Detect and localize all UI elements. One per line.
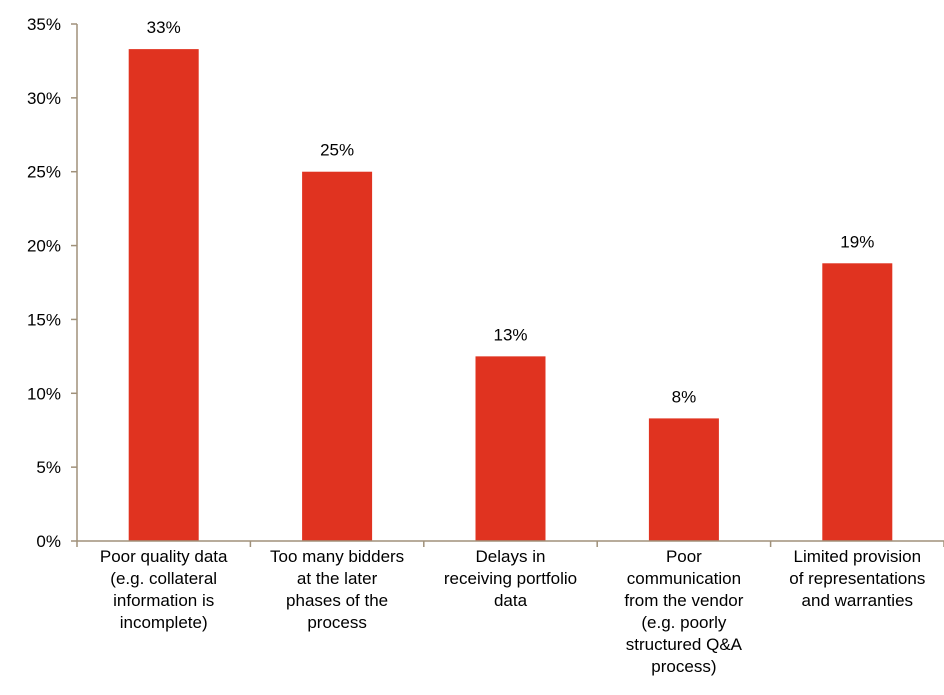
category-label: Poor quality data (e.g. collateral informa… — [100, 547, 228, 632]
category-label-line: data — [494, 591, 528, 610]
bar — [128, 49, 199, 542]
category-label-line: Limited provision — [794, 547, 922, 566]
y-tick-label: 15% — [27, 310, 61, 329]
bar — [822, 263, 893, 541]
category-label-line: communication — [627, 569, 741, 588]
x-axis: Poor quality data (e.g. collateral informa… — [76, 540, 944, 676]
y-tick-label: 0% — [36, 532, 61, 551]
category-label-line: at the later — [297, 569, 378, 588]
data-label: 13% — [493, 325, 527, 344]
bar — [475, 356, 546, 541]
category-label: Limited provision of representations and w… — [789, 547, 925, 610]
category-label-line: receiving portfolio — [444, 569, 577, 588]
category-label-line: Poor — [666, 547, 702, 566]
data-label: 33% — [147, 18, 181, 37]
category-label-line: Poor quality data — [100, 547, 228, 566]
y-tick-label: 10% — [27, 384, 61, 403]
category-label-line: incomplete) — [120, 613, 208, 632]
data-label: 25% — [320, 141, 354, 160]
bar — [648, 418, 719, 541]
y-axis: 0% 5% 10% 15% 20% 25% 30% 35% — [27, 15, 78, 551]
category-label-line: information is — [113, 591, 214, 610]
data-label: 8% — [672, 387, 697, 406]
category-label-line: structured Q&A — [626, 635, 743, 654]
y-tick-label: 25% — [27, 163, 61, 182]
category-label-line: of representations — [789, 569, 925, 588]
y-tick-label: 20% — [27, 237, 61, 256]
category-label-line: from the vendor — [624, 591, 743, 610]
category-label: Too many bidders at the later phases of th… — [270, 547, 404, 632]
category-label-line: process) — [651, 657, 716, 676]
category-label-line: and warranties — [802, 591, 914, 610]
category-label: Poor communication from the vendor (e.g. po… — [624, 547, 743, 676]
category-label-line: phases of the — [286, 591, 388, 610]
category-label-line: (e.g. poorly — [641, 613, 727, 632]
category-label-line: (e.g. collateral — [110, 569, 217, 588]
bar — [302, 171, 373, 541]
category-label: Delays in receiving portfolio data — [444, 547, 577, 610]
data-label: 19% — [840, 232, 874, 251]
bars: 33% 25% 13% 8% 19% — [128, 18, 893, 542]
category-label-line: process — [307, 613, 367, 632]
category-label-line: Too many bidders — [270, 547, 404, 566]
y-tick-label: 5% — [36, 458, 61, 477]
y-tick-label: 35% — [27, 15, 61, 34]
y-tick-label: 30% — [27, 89, 61, 108]
category-label-line: Delays in — [476, 547, 546, 566]
